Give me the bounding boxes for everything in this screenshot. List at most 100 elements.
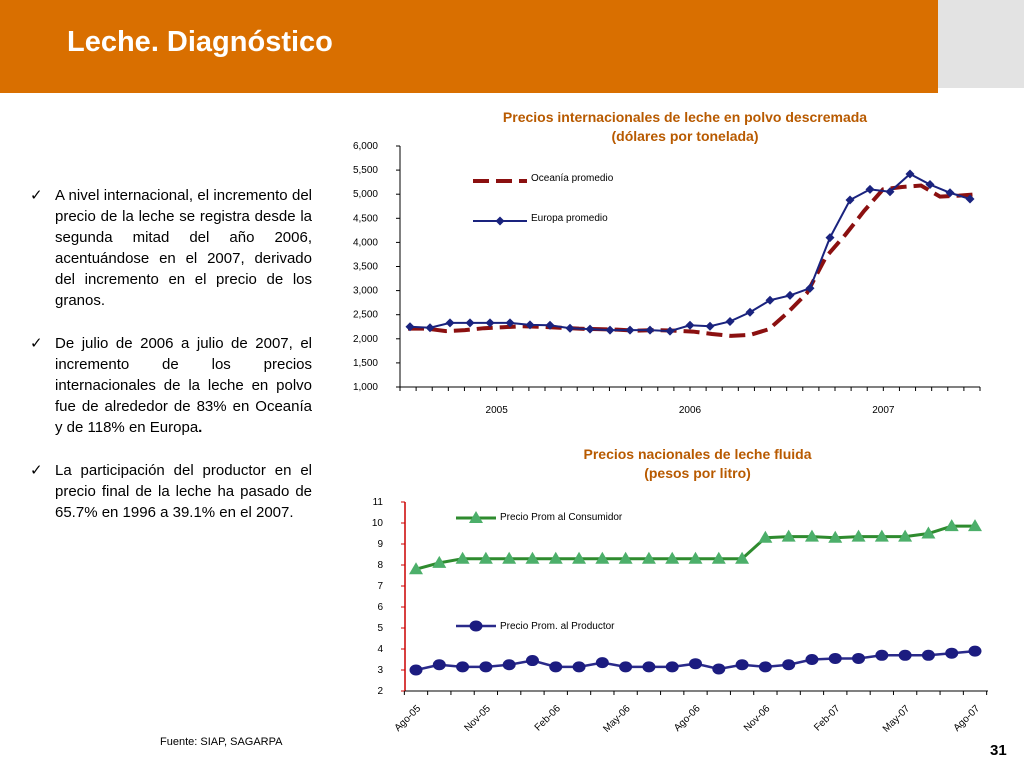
series-consumidor-point (432, 555, 447, 568)
series-productor-point (409, 664, 423, 676)
series-consumidor-point (595, 551, 610, 564)
x-tick-label: Ago-06 (672, 703, 703, 734)
series-productor-point (665, 661, 679, 673)
series-europa-point (705, 321, 715, 331)
chart-1-subtitle: (dólares por tonelada) (611, 128, 759, 144)
y-tick-label: 4,500 (353, 213, 378, 224)
chart-international-prices: 1,000 1,500 2,000 2,500 3,000 3,500 4,000 4,500… (353, 141, 981, 416)
series-europa-point (965, 194, 975, 204)
series-europa-point (785, 290, 795, 300)
series-europa-point (585, 324, 595, 334)
series-productor-point (549, 661, 563, 673)
y-tick-label: 2,000 (353, 334, 378, 345)
series-consumidor-point (781, 529, 796, 542)
chart-1-title-block: Precios internacionales de leche en polv… (420, 108, 950, 146)
series-productor-point (432, 659, 446, 671)
series-consumidor-point (409, 562, 423, 575)
y-tick-label: 3,500 (353, 262, 378, 273)
checkmark-icon: ✓ (30, 186, 43, 204)
series-productor-point (456, 661, 470, 673)
series-productor-point (502, 659, 516, 671)
series-europa-point (645, 325, 655, 335)
series-consumidor-point (455, 551, 470, 564)
series-productor-point (479, 661, 493, 673)
series-consumidor-point (735, 551, 750, 564)
y-tick-label: 6 (377, 602, 383, 613)
series-europa-point (545, 320, 555, 330)
legend-europa-label: Europa promedio (531, 213, 608, 224)
series-europa-point (625, 325, 635, 335)
series-consumidor-point (502, 551, 517, 564)
series-europa-point (505, 318, 515, 328)
chart-2-subtitle: (pesos por litro) (644, 465, 751, 481)
bullet-item-2: ✓ De julio de 2006 a julio de 2007, el i… (30, 333, 312, 438)
series-consumidor-point (572, 551, 587, 564)
y-tick-label: 4 (377, 644, 383, 655)
y-tick-label: 2,500 (353, 310, 378, 321)
bullet-list: ✓ A nivel internacional, el incremento d… (30, 185, 312, 545)
x-tick-label: 2005 (486, 405, 509, 416)
y-tick-label: 6,000 (353, 141, 378, 152)
series-consumidor-point (478, 551, 493, 564)
source-note: Fuente: SIAP, SAGARPA (160, 736, 283, 748)
series-productor-point (572, 661, 586, 673)
series-consumidor-point (898, 529, 913, 542)
series-europa-point (565, 323, 575, 333)
series-europa-point (465, 318, 475, 328)
series-europa-point (865, 184, 875, 194)
series-productor-point (735, 659, 749, 671)
series-europa-point (885, 187, 895, 197)
y-tick-label: 1,000 (353, 382, 378, 393)
series-productor-point (689, 658, 702, 670)
series-productor-point (875, 649, 889, 661)
series-productor-point (828, 652, 842, 664)
series-consumidor-point (548, 551, 563, 564)
series-consumidor-point (641, 551, 656, 564)
series-europa-point (605, 325, 615, 335)
chart-1-title: Precios internacionales de leche en polv… (502, 109, 868, 125)
series-europa-point (925, 180, 935, 190)
x-tick-label: Nov-05 (462, 703, 493, 734)
series-consumidor-point (921, 526, 936, 539)
series-consumidor-point (688, 551, 703, 564)
y-tick-label: 5 (377, 623, 383, 634)
x-tick-label: Nov-06 (742, 703, 773, 734)
checkmark-icon: ✓ (30, 461, 43, 479)
series-europa-point (945, 188, 955, 198)
series-productor-point (945, 647, 959, 659)
page-number: 31 (990, 742, 1007, 759)
bullet-item-1: ✓ A nivel internacional, el incremento d… (30, 185, 312, 311)
y-tick-label: 9 (377, 539, 383, 550)
series-consumidor-point (851, 529, 866, 542)
series-productor-point (805, 654, 819, 665)
series-consumidor-point (968, 519, 982, 532)
series-productor-point (525, 655, 539, 667)
series-oceania-line (408, 183, 979, 338)
y-tick-label: 5,000 (353, 189, 378, 200)
series-europa-point (445, 318, 455, 328)
series-productor-point (898, 649, 912, 661)
series-europa-point (805, 283, 815, 293)
series-europa-point (405, 322, 415, 332)
x-tick-label: Feb-06 (533, 703, 563, 733)
series-productor-point (852, 652, 866, 664)
corner-decoration (938, 0, 1024, 88)
title-bar (0, 0, 938, 93)
chart-2-title: Precios nacionales de leche fluida (583, 446, 812, 462)
y-tick-label: 3,000 (353, 286, 378, 297)
y-tick-label: 11 (373, 497, 384, 508)
bullet-tail-2: . (198, 419, 203, 436)
y-tick-label: 10 (372, 518, 384, 529)
series-europa-point (665, 326, 675, 336)
legend-europa-marker (495, 216, 505, 226)
legend-productor-label: Precio Prom. al Productor (500, 621, 615, 632)
bullet-text-2: De julio de 2006 a julio de 2007, el inc… (55, 335, 312, 436)
bullet-item-3: ✓ La participación del productor en el p… (30, 460, 312, 523)
y-tick-label: 3 (377, 665, 383, 676)
x-tick-label: May-06 (601, 703, 633, 735)
y-tick-label: 5,500 (353, 165, 378, 176)
series-productor-point (921, 649, 935, 661)
series-productor-point (642, 661, 656, 673)
series-productor-point (782, 659, 796, 671)
